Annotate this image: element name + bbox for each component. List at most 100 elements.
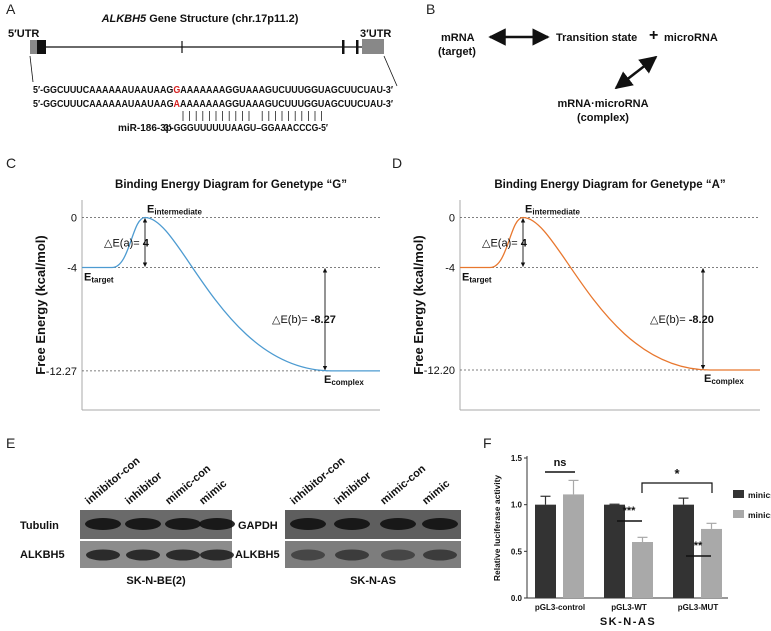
bar xyxy=(563,494,584,598)
lane-label: inhibitor xyxy=(123,469,165,507)
error-bar xyxy=(637,536,648,542)
y-tick-label: -4 xyxy=(67,263,77,275)
x-axis-label: SK-N-AS xyxy=(600,616,656,628)
mrna-label: mRNA xyxy=(441,32,475,44)
bar xyxy=(535,504,556,598)
legend-swatch xyxy=(733,490,744,498)
y-tick-label: 1.0 xyxy=(511,501,523,510)
row-label: Tubulin xyxy=(20,520,59,532)
allele: A xyxy=(174,99,180,110)
significance: ** xyxy=(694,540,703,552)
band xyxy=(126,549,160,561)
level-label: Ecomplex xyxy=(324,374,364,387)
significance: * xyxy=(674,466,680,481)
cell-line: SK-N-BE(2) xyxy=(126,575,186,587)
delta-label: △E(a)= 4 xyxy=(482,238,528,250)
band xyxy=(423,549,457,561)
x-tick-label: pGL3-WT xyxy=(611,603,647,612)
panel-letter: E xyxy=(6,435,15,451)
bar xyxy=(604,504,625,598)
band xyxy=(85,518,121,530)
delta-label: △E(b)= -8.20 xyxy=(650,314,714,326)
plus: + xyxy=(649,27,658,44)
band xyxy=(165,518,201,530)
y-tick-label: 0.5 xyxy=(511,547,523,556)
delta-value: 4 xyxy=(521,238,528,250)
gene-title-rest: Gene Structure (chr.17p11.2) xyxy=(146,13,299,25)
delta-name: △E(a)= xyxy=(482,238,521,250)
mrna-note: (target) xyxy=(438,46,476,58)
error-bar xyxy=(540,495,551,505)
band xyxy=(290,518,326,530)
bar xyxy=(673,504,694,598)
y-tick-label: 0.0 xyxy=(511,594,523,603)
level-name: target xyxy=(91,276,114,285)
legend-label: minics xyxy=(748,510,771,520)
level-label: Eintermediate xyxy=(525,204,580,217)
delta-name: △E(b)= xyxy=(272,314,311,326)
level-symbol: E xyxy=(525,204,532,216)
panel-letter: B xyxy=(426,1,435,17)
gene-title: ALKBH5 Gene Structure (chr.17p11.2) xyxy=(101,13,299,25)
y-tick-label: -12.27 xyxy=(46,366,77,378)
band xyxy=(125,518,161,530)
seq-prefix: 5′-GGCUUUCAAAAAAUAAUAAG xyxy=(33,99,174,110)
delta-name: △E(b)= xyxy=(650,314,689,326)
microrna-label: microRNA xyxy=(664,32,718,44)
significance: ns xyxy=(554,457,567,469)
panel-letter: F xyxy=(483,435,492,451)
row-label: GAPDH xyxy=(238,520,278,532)
level-label: Eintermediate xyxy=(147,204,202,217)
level-name: target xyxy=(469,276,492,285)
level-name: intermediate xyxy=(154,208,202,217)
band xyxy=(86,549,120,561)
gene-structure xyxy=(29,39,398,87)
sequence-a: 5′-GGCUUUCAAAAAAUAAUAAGAAAAAAAAGGUAAAGUC… xyxy=(33,99,394,110)
level-label: Ecomplex xyxy=(704,373,744,386)
delta-name: △E(a)= xyxy=(104,238,143,250)
panel-letter: C xyxy=(6,155,16,171)
error-bar xyxy=(568,479,579,495)
level-name: complex xyxy=(711,377,744,386)
level-label: Etarget xyxy=(84,272,114,285)
sequence-g: 5′-GGCUUUCAAAAAAUAAUAAGGAAAAAAAGGUAAAGUC… xyxy=(33,85,394,96)
legend-swatch xyxy=(733,510,744,518)
base-pairing xyxy=(182,111,323,121)
utr3-label: 3′UTR xyxy=(360,28,391,40)
band xyxy=(291,549,325,561)
significance-bracket xyxy=(641,482,713,493)
y-tick-label: 0 xyxy=(449,213,455,225)
chart-title: Binding Energy Diagram for Genetype “G” xyxy=(115,179,347,191)
double-arrow xyxy=(614,55,658,90)
significance: *** xyxy=(623,505,637,517)
level-symbol: E xyxy=(324,374,331,386)
delta-label: △E(b)= -8.27 xyxy=(272,314,336,326)
y-axis-label: Free Energy (kcal/mol) xyxy=(411,235,426,374)
cell-line: SK-N-AS xyxy=(350,575,396,587)
row-label: ALKBH5 xyxy=(235,549,280,561)
y-tick-label: 1.5 xyxy=(511,454,523,463)
bar xyxy=(632,542,653,598)
lane-label: mimic xyxy=(197,478,229,508)
chart-title: Binding Energy Diagram for Genetype “A” xyxy=(494,179,725,191)
delta-value: -8.27 xyxy=(311,314,336,326)
lane-label: mimic-con xyxy=(378,463,428,508)
complex-label: mRNA·microRNA xyxy=(557,98,648,110)
level-symbol: E xyxy=(462,272,469,284)
level-label: Etarget xyxy=(462,272,492,285)
y-tick-label: -4 xyxy=(445,263,455,275)
band xyxy=(200,549,234,561)
mirna-sequence: 3′-GGGUUUUUUAAGU–GGAAACCCG-5′ xyxy=(164,123,329,134)
level-name: complex xyxy=(331,378,364,387)
delta-value: 4 xyxy=(143,238,150,250)
seq-suffix: AAAAAAAGGUAAAGUCUUUGGUAGCUUCUAU-3′ xyxy=(180,85,393,96)
band xyxy=(334,518,370,530)
band xyxy=(166,549,200,561)
x-tick-label: pGL3-MUT xyxy=(678,603,719,612)
transition-label: Transition state xyxy=(556,32,637,44)
energy-curve xyxy=(82,216,380,372)
error-bar xyxy=(706,522,717,529)
panel-letter: A xyxy=(6,1,16,17)
